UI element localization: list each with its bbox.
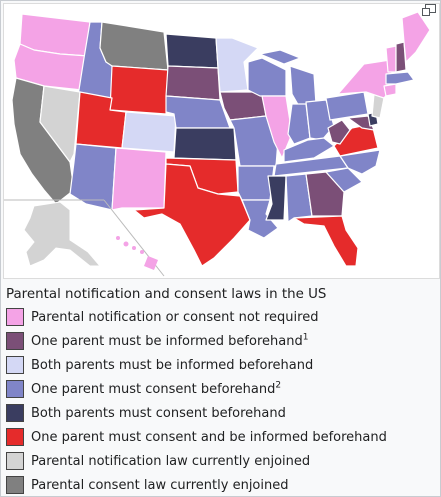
state-alaska[interactable] (23, 201, 102, 267)
state-montana[interactable] (99, 21, 169, 71)
state-louisiana[interactable] (241, 199, 279, 239)
legend-label: Both parents must consent beforehand (31, 405, 286, 421)
caption-title: Parental notification and consent laws i… (6, 287, 327, 302)
legend-item: One parent must be informed beforehand1 (6, 329, 436, 353)
state-north-dakota[interactable] (165, 33, 219, 69)
state-maine[interactable] (401, 11, 431, 63)
legend-swatch (6, 356, 24, 374)
state-michigan-up[interactable] (259, 49, 301, 65)
legend-swatch (6, 476, 24, 494)
state-minnesota[interactable] (215, 37, 259, 93)
state-north-carolina[interactable] (339, 149, 381, 175)
magnify-clip-icon[interactable] (422, 4, 436, 16)
legend-item: Both parents must be informed beforehand (6, 353, 436, 377)
us-map-svg (4, 11, 431, 277)
legend-item: Parental notification law currently enjo… (6, 449, 436, 473)
legend: Parental notification or consent not req… (6, 305, 436, 497)
state-florida[interactable] (293, 215, 359, 267)
legend-label: Parental notification law currently enjo… (31, 453, 311, 469)
state-texas[interactable] (133, 163, 251, 267)
state-nebraska[interactable] (165, 95, 231, 129)
figure-caption: Parental notification and consent laws i… (6, 285, 436, 497)
state-alabama[interactable] (285, 173, 313, 223)
state-hawaii[interactable] (116, 236, 158, 270)
legend-item: Parental consent law currently enjoined (6, 473, 436, 497)
state-pennsylvania[interactable] (325, 91, 369, 121)
legend-swatch (6, 428, 24, 446)
legend-label: One parent must be informed beforehand1 (31, 332, 309, 349)
legend-label: Parental consent law currently enjoined (31, 477, 289, 493)
legend-swatch (6, 332, 24, 350)
us-map[interactable] (3, 3, 440, 279)
legend-swatch (6, 380, 24, 398)
state-south-dakota[interactable] (165, 65, 221, 101)
legend-label: Parental notification or consent not req… (31, 309, 319, 325)
state-wyoming[interactable] (109, 65, 169, 115)
legend-item: Parental notification or consent not req… (6, 305, 436, 329)
state-georgia[interactable] (305, 171, 345, 217)
state-mississippi[interactable] (265, 175, 287, 221)
footnote-marker[interactable]: 1 (302, 332, 309, 343)
state-indiana[interactable] (287, 103, 311, 145)
state-wisconsin[interactable] (247, 57, 287, 97)
state-new-hampshire[interactable] (395, 41, 407, 73)
state-connecticut[interactable] (383, 83, 397, 97)
legend-swatch (6, 452, 24, 470)
state-maryland[interactable] (347, 115, 375, 131)
state-new-mexico[interactable] (111, 147, 167, 211)
legend-label: One parent must consent beforehand2 (31, 380, 282, 397)
state-vermont[interactable] (385, 45, 397, 73)
state-kansas[interactable] (173, 127, 237, 161)
state-south-carolina[interactable] (325, 167, 363, 193)
state-west-virginia[interactable] (327, 119, 351, 145)
footnote-marker[interactable]: 2 (275, 380, 282, 391)
state-colorado[interactable] (121, 111, 177, 153)
legend-item: One parent must consent beforehand2 (6, 377, 436, 401)
legend-label: One parent must consent and be informed … (31, 429, 387, 445)
legend-item: One parent must consent and be informed … (6, 425, 436, 449)
state-nevada[interactable] (39, 85, 81, 163)
state-illinois[interactable] (261, 95, 293, 159)
state-massachusetts[interactable] (385, 71, 415, 85)
state-ohio[interactable] (305, 99, 335, 141)
legend-swatch (6, 308, 24, 326)
legend-item: Both parents must consent beforehand (6, 401, 436, 425)
legend-swatch (6, 404, 24, 422)
legend-label: Both parents must be informed beforehand (31, 357, 314, 373)
